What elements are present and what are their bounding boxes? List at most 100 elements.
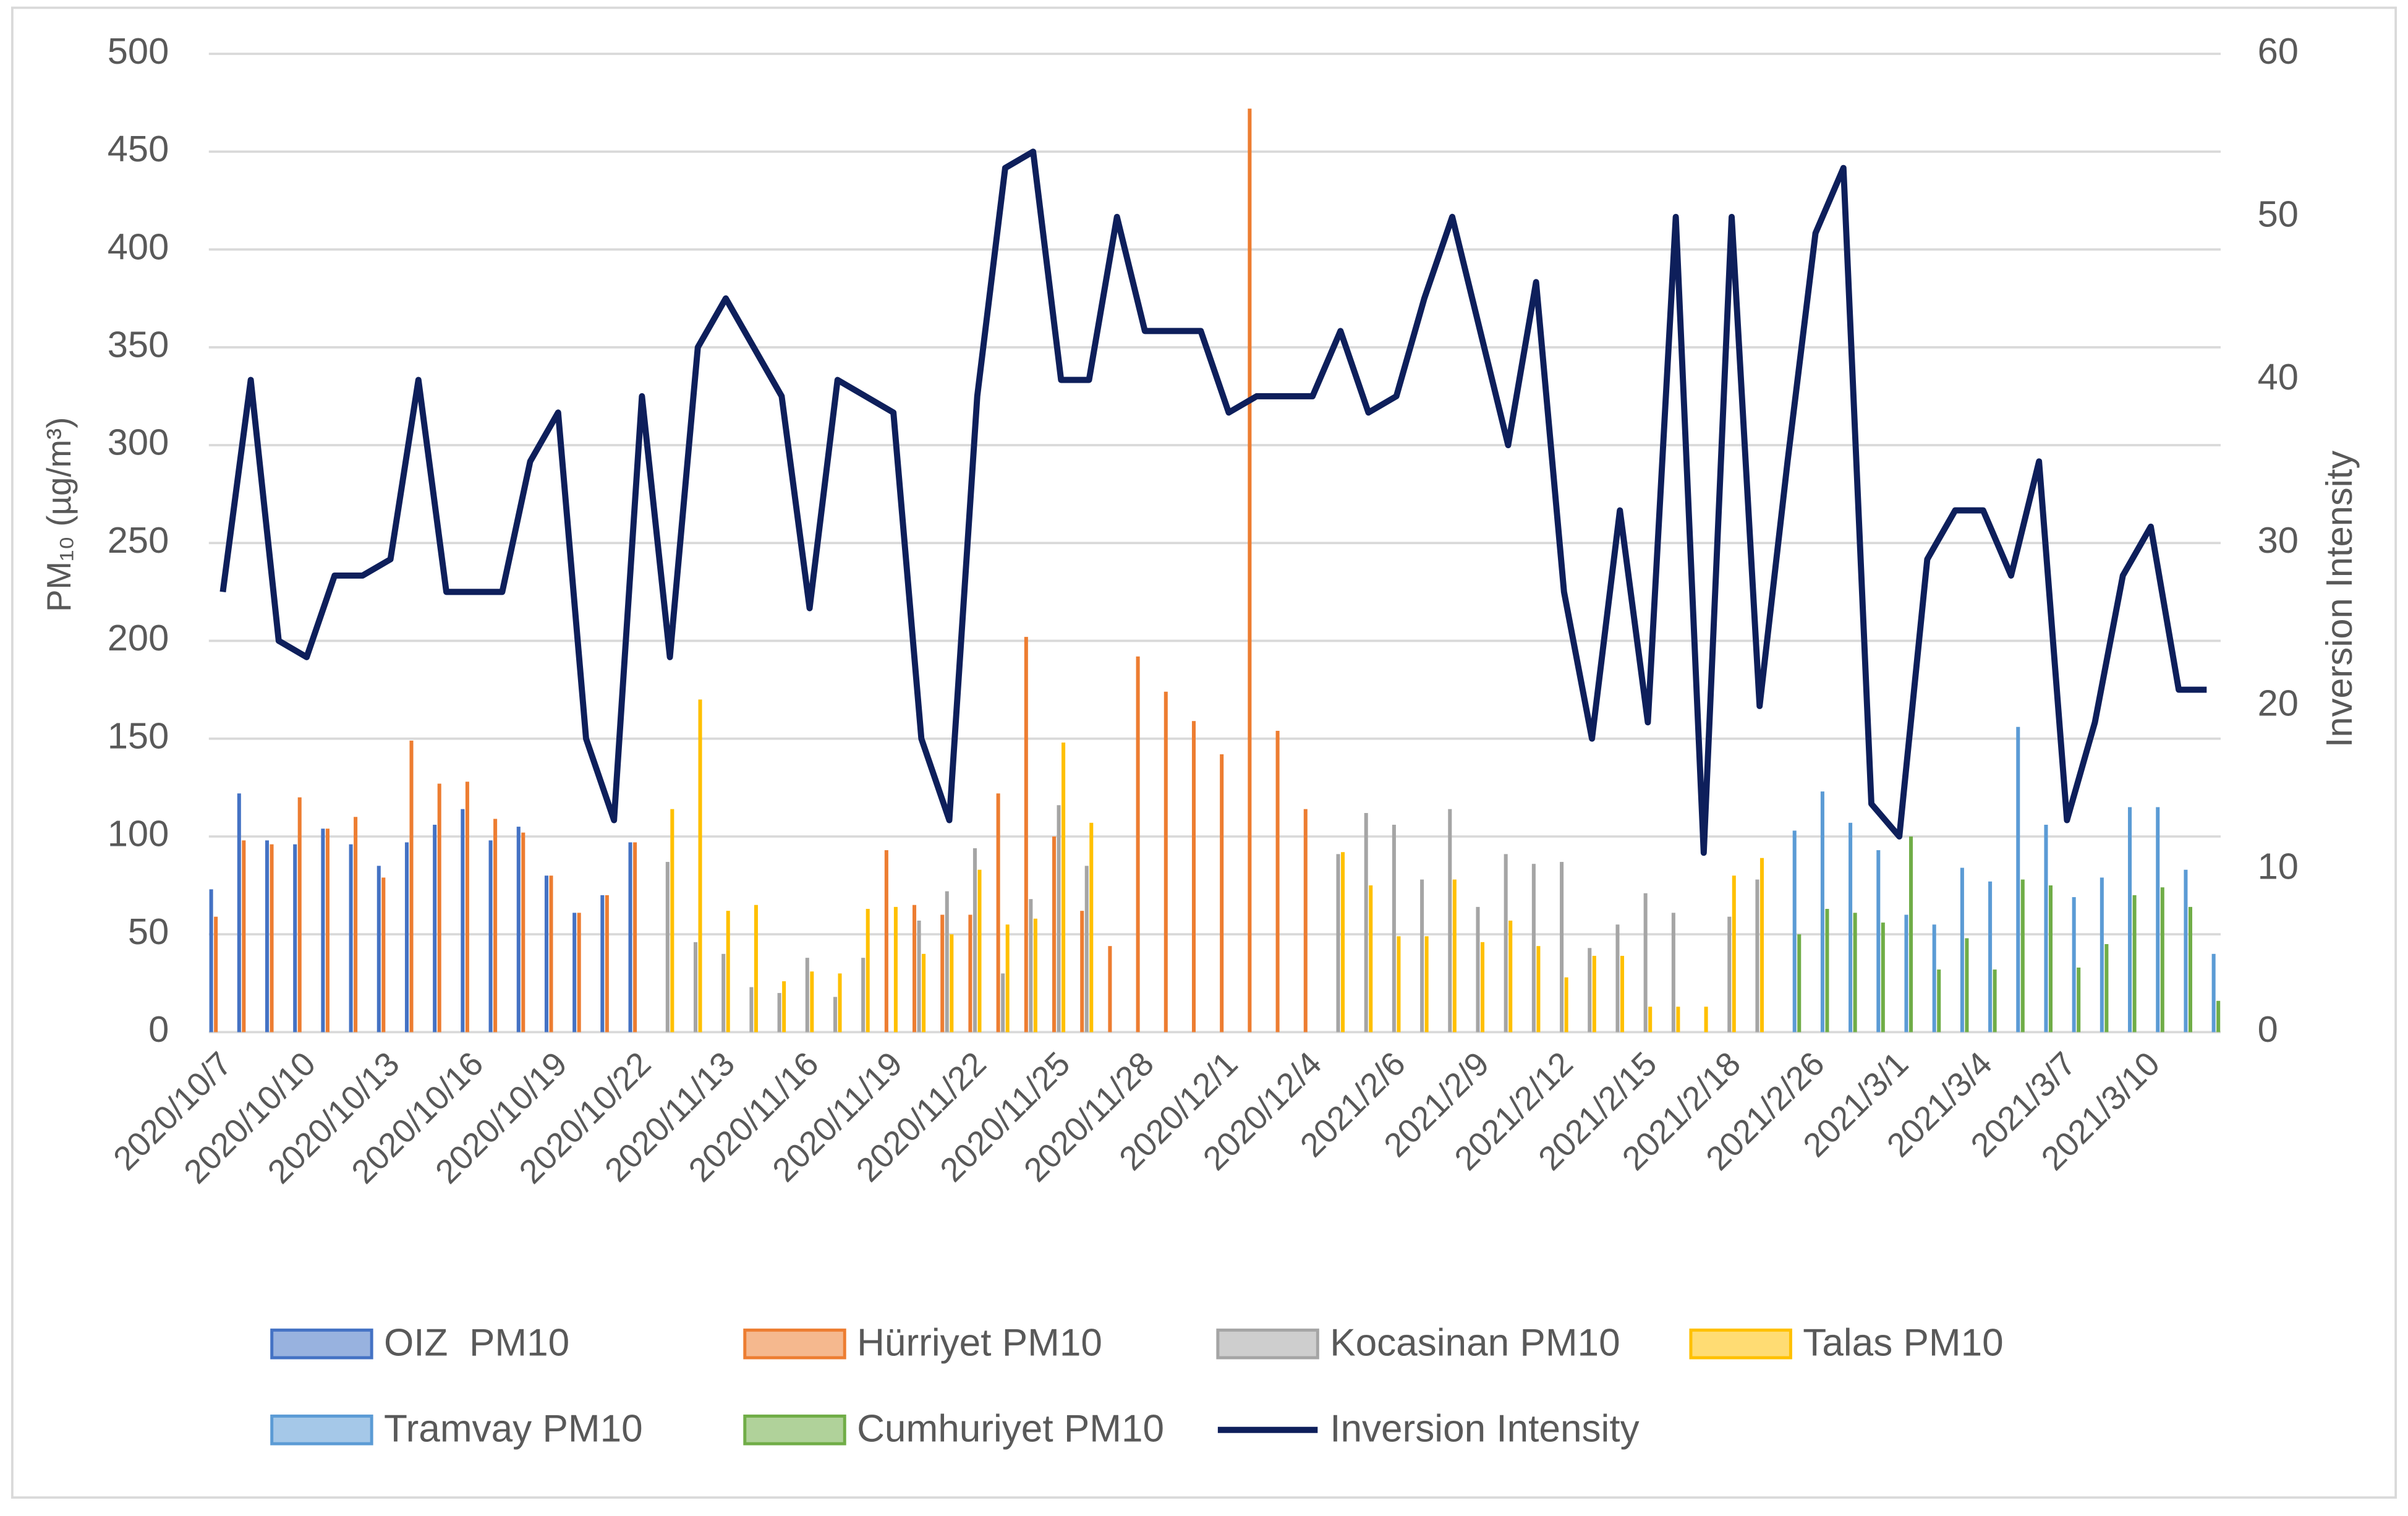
legend-label: Cumhuriyet PM10: [857, 1408, 1164, 1450]
bar: [2184, 869, 2188, 1033]
bar: [1033, 918, 1037, 1033]
bar: [577, 913, 581, 1033]
y-tick-label: 200: [108, 617, 169, 658]
bar: [488, 840, 493, 1033]
bar: [1424, 936, 1429, 1033]
y-tick-label: 50: [128, 911, 169, 952]
bar: [325, 828, 330, 1033]
bar: [2156, 807, 2160, 1033]
bar: [1755, 879, 1759, 1033]
bar: [805, 958, 809, 1033]
bar: [940, 914, 945, 1033]
y2-tick-label: 60: [2258, 30, 2299, 72]
bar: [2044, 824, 2048, 1033]
bar: [2072, 897, 2076, 1033]
bar: [1476, 906, 1480, 1033]
bar: [465, 781, 469, 1033]
legend-swatch: [743, 1414, 846, 1446]
bar: [1480, 942, 1485, 1033]
bar: [1508, 921, 1513, 1033]
bar: [544, 875, 548, 1033]
bar: [693, 942, 698, 1033]
bar: [1448, 809, 1452, 1033]
bar: [433, 824, 437, 1033]
bar: [1392, 824, 1396, 1033]
bar: [1220, 754, 1224, 1033]
bar: [1191, 721, 1196, 1033]
bar: [1881, 922, 1885, 1033]
bar: [1560, 862, 1564, 1033]
bar: [297, 797, 302, 1033]
bar: [972, 848, 977, 1033]
bar: [1965, 938, 1969, 1033]
bar: [1727, 916, 1732, 1033]
chart-border: [11, 6, 2397, 1499]
legend-label: OIZ PM10: [384, 1322, 569, 1365]
bar: [810, 971, 814, 1033]
bar: [1792, 830, 1797, 1033]
bar: [265, 840, 270, 1033]
bar: [1248, 108, 1252, 1033]
bar: [1089, 822, 1094, 1033]
y-tick-label: 100: [108, 813, 169, 854]
bar: [2216, 1000, 2221, 1033]
y-tick-label: 250: [108, 519, 169, 561]
bar: [917, 921, 921, 1033]
bar: [754, 905, 758, 1033]
bar: [665, 862, 670, 1033]
y-axis-label: PM₁₀ (µg/m³): [40, 417, 78, 612]
bar: [2048, 885, 2053, 1033]
bar: [2128, 807, 2132, 1033]
bar: [1759, 858, 1764, 1033]
bar: [404, 842, 409, 1033]
bar: [1592, 955, 1596, 1033]
legend-swatch: [743, 1328, 846, 1360]
legend-label: Talas PM10: [1803, 1322, 2003, 1365]
bar: [1876, 850, 1881, 1033]
bar: [698, 699, 702, 1033]
bar: [2100, 877, 2104, 1033]
legend-label: Hürriyet PM10: [857, 1322, 1102, 1365]
y2-tick-label: 0: [2258, 1008, 2278, 1050]
bar: [377, 866, 381, 1033]
bar: [1052, 836, 1057, 1033]
bar: [1369, 885, 1373, 1033]
bar: [1676, 1007, 1680, 1033]
bar: [1420, 879, 1424, 1033]
bar: [2160, 887, 2164, 1033]
bar: [1452, 879, 1457, 1033]
bar: [1937, 969, 1941, 1033]
bar: [1275, 731, 1280, 1033]
bar: [1849, 822, 1853, 1033]
bar: [1909, 836, 1913, 1033]
legend-label: Tramvay PM10: [384, 1408, 643, 1450]
bar: [1615, 924, 1620, 1033]
bar: [1704, 1007, 1708, 1033]
bar: [605, 895, 609, 1033]
bar: [1001, 973, 1005, 1033]
bar: [1531, 864, 1536, 1033]
bar: [572, 913, 577, 1033]
bar: [922, 953, 926, 1033]
y-tick-label: 450: [108, 128, 169, 169]
legend-swatch: [270, 1414, 373, 1446]
y-tick-label: 300: [108, 422, 169, 463]
bar: [2104, 943, 2109, 1033]
y-tick-label: 350: [108, 324, 169, 365]
bar: [1336, 854, 1340, 1033]
bar: [1904, 914, 1908, 1033]
bar: [1024, 637, 1028, 1033]
bar: [2211, 953, 2216, 1033]
line: [219, 148, 2207, 856]
bar: [1029, 899, 1033, 1033]
bar: [1108, 946, 1112, 1033]
bar: [726, 911, 730, 1033]
bar: [1988, 881, 1993, 1033]
bar: [1057, 805, 1061, 1033]
bar: [1536, 946, 1541, 1033]
bar: [1732, 875, 1736, 1033]
bar: [1671, 913, 1675, 1033]
bar: [838, 973, 842, 1033]
bar: [1620, 955, 1625, 1033]
bar: [833, 997, 837, 1033]
